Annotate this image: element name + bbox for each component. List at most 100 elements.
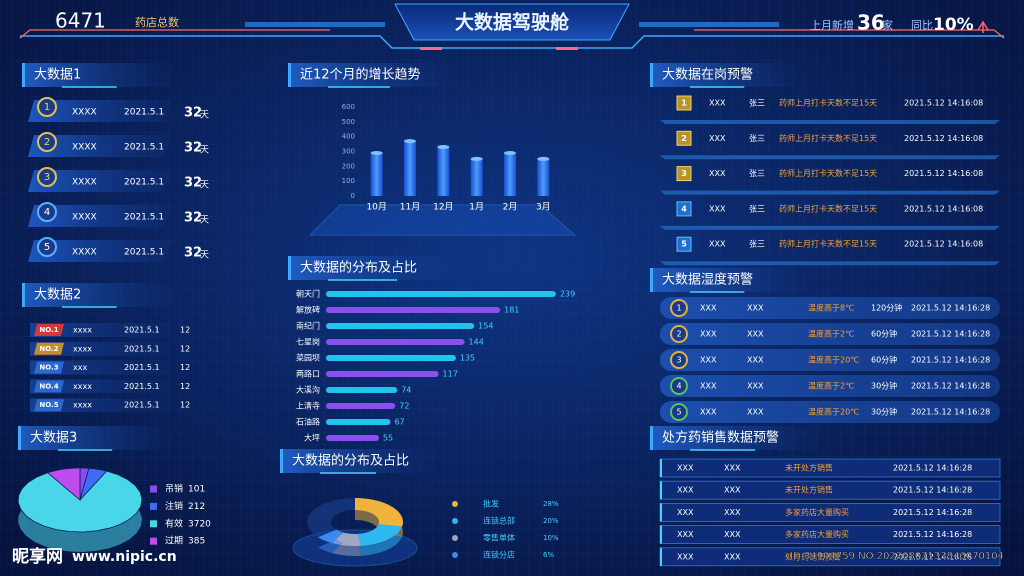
row-bg xyxy=(30,379,170,394)
label: 2021.5.1 xyxy=(124,363,160,372)
bar-cap xyxy=(470,156,483,161)
label: 12 xyxy=(180,344,190,353)
label: 2021.5.12 14:16:28 xyxy=(911,382,990,391)
rank: 1 xyxy=(44,102,50,113)
rank-badge xyxy=(676,95,692,111)
legend-swatch xyxy=(150,502,157,510)
rank: 2 xyxy=(676,330,681,339)
value-label: 135 xyxy=(460,354,475,363)
donut-side xyxy=(358,534,403,556)
panel-header-bg xyxy=(18,426,175,450)
panel-title: 近12个月的增长趋势 xyxy=(300,67,421,83)
rank: 1 xyxy=(681,99,687,108)
label: 12 xyxy=(180,401,190,410)
panel-title: 大数据1 xyxy=(34,68,81,83)
rank-badge xyxy=(37,97,57,117)
y-tick-label: 300 xyxy=(342,148,355,156)
label: 2021.5.1 xyxy=(124,213,164,223)
legend-value: 6% xyxy=(543,551,554,559)
label: XXX xyxy=(747,356,764,365)
bar xyxy=(370,152,383,196)
label: XXXX xyxy=(72,143,97,153)
label: 2021.5.12 14:16:08 xyxy=(904,240,983,249)
category-label: 朝天门 xyxy=(296,289,320,299)
x-tick-label: 3月 xyxy=(536,202,551,213)
label: 2021.5.12 14:16:28 xyxy=(911,304,990,313)
warning: 处方药销售预警 xyxy=(785,551,841,561)
pie-slice xyxy=(17,470,143,533)
watermark-brand: 昵享网 xyxy=(12,546,63,567)
label: xxxx xyxy=(73,382,92,391)
bar xyxy=(504,152,516,196)
rank-tag-label: NO.1 xyxy=(39,326,58,334)
panel-header-mark xyxy=(18,426,21,450)
bar xyxy=(470,158,483,196)
rank-badge xyxy=(670,325,688,343)
rank: 4 xyxy=(676,382,681,391)
bar xyxy=(326,403,396,409)
label: 12 xyxy=(180,363,190,372)
warning: 温度高于20℃ xyxy=(808,407,859,417)
label: XXX xyxy=(709,99,726,108)
x-tick-label: 2月 xyxy=(503,202,518,213)
panel-header-mark xyxy=(288,256,291,280)
panel-header-bg xyxy=(650,268,807,292)
legend-value: 10% xyxy=(543,534,559,542)
label: 2021.5.12 14:16:28 xyxy=(911,356,990,365)
label: 2021.5.1 xyxy=(124,401,160,410)
value-label: 239 xyxy=(560,290,575,299)
warning: 温度高于20℃ xyxy=(808,355,859,365)
y-tick-label: 0 xyxy=(351,192,355,200)
bar xyxy=(326,435,379,441)
unit: 天 xyxy=(200,146,209,156)
legend-dot xyxy=(452,552,458,558)
label: XXX xyxy=(709,204,726,213)
value-label: 55 xyxy=(383,434,393,443)
watermark-url: www.nipic.cn xyxy=(72,549,177,565)
rank-tag-label: NO.5 xyxy=(39,401,58,409)
category-label: 石油路 xyxy=(296,417,320,427)
label: 12 xyxy=(180,326,190,335)
label: XXX xyxy=(724,486,741,495)
rank: 3 xyxy=(681,169,687,178)
bar xyxy=(326,307,501,313)
category-label: 大溪沟 xyxy=(296,385,320,395)
bar xyxy=(537,158,550,196)
label: 张三 xyxy=(749,204,765,213)
days: 32 xyxy=(184,106,202,121)
panel-header-mark xyxy=(650,268,653,292)
warning: 温度高于8℃ xyxy=(808,303,854,313)
label: 120分钟 xyxy=(871,303,902,313)
rank-badge xyxy=(670,403,688,421)
bar-cap xyxy=(437,145,450,150)
label: 2021.5.1 xyxy=(124,248,164,258)
rank: 1 xyxy=(676,304,681,313)
value-label: 117 xyxy=(443,370,458,379)
label: 张三 xyxy=(749,169,765,178)
row-bg xyxy=(660,375,1000,397)
panel-title: 大数据的分布及占比 xyxy=(300,260,417,276)
warning: 未开处方销售 xyxy=(785,463,833,473)
rank-badge xyxy=(670,299,688,317)
warning: 温度高于2℃ xyxy=(808,329,854,339)
category-label: 七星岗 xyxy=(296,338,320,347)
legend-label: 批发 xyxy=(483,499,499,509)
label: 2021.5.1 xyxy=(124,382,160,391)
bar-cap xyxy=(504,150,516,155)
label: 张三 xyxy=(749,240,765,249)
rank: 4 xyxy=(44,207,50,218)
label: XXX xyxy=(709,240,726,249)
bar-cap xyxy=(404,139,416,144)
row-separator xyxy=(660,155,1000,160)
row-box-mark xyxy=(660,547,662,566)
label: XXX xyxy=(747,304,764,313)
panel-header-bg xyxy=(650,426,825,450)
row-separator xyxy=(660,261,1000,266)
x-tick-label: 10月 xyxy=(366,202,386,213)
rank: 4 xyxy=(681,204,687,213)
rank: 3 xyxy=(44,172,50,183)
row-bg xyxy=(30,398,170,413)
new-label: 上月新增 xyxy=(810,18,854,32)
